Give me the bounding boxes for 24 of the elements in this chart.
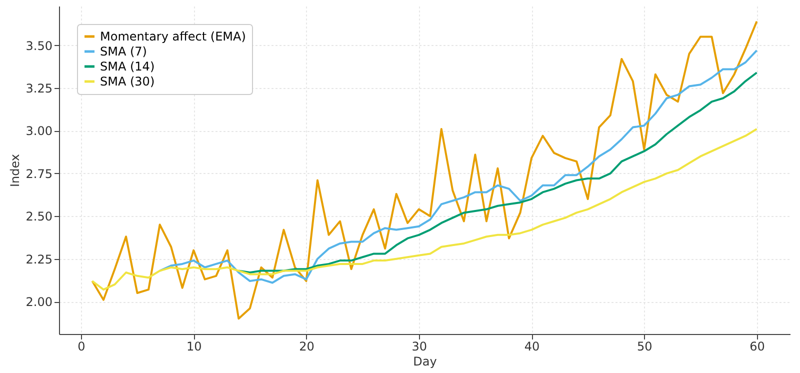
x-tick-label: 40: [524, 340, 540, 354]
y-tick-label: 2.00: [26, 295, 52, 310]
y-tick-label: 3.50: [26, 38, 52, 53]
x-tick-label: 20: [299, 340, 314, 354]
legend-label: SMA (7): [100, 44, 147, 58]
x-tick-label: 60: [750, 340, 765, 354]
y-tick-label: 2.50: [26, 210, 52, 224]
x-tick-label: 0: [78, 340, 86, 354]
x-tick-label: 10: [186, 340, 202, 354]
x-tick-label: 50: [636, 340, 652, 354]
legend-label: SMA (14): [100, 60, 155, 74]
y-tick-label: 3.25: [26, 82, 52, 96]
x-axis-title: Day: [413, 354, 437, 368]
y-axis-title: Index: [8, 154, 22, 188]
line-series: [158, 49, 758, 284]
y-tick-label: 2.75: [26, 166, 52, 181]
y-tick-label: 3.00: [26, 124, 52, 138]
legend-label: SMA (30): [100, 74, 155, 88]
line-series: [91, 128, 758, 291]
y-tick-label: 2.25: [26, 252, 52, 266]
line-series: [91, 20, 758, 320]
x-tick-label: 30: [412, 340, 428, 354]
line-series: [238, 72, 758, 274]
legend-label: Momentary affect (EMA): [100, 30, 246, 44]
